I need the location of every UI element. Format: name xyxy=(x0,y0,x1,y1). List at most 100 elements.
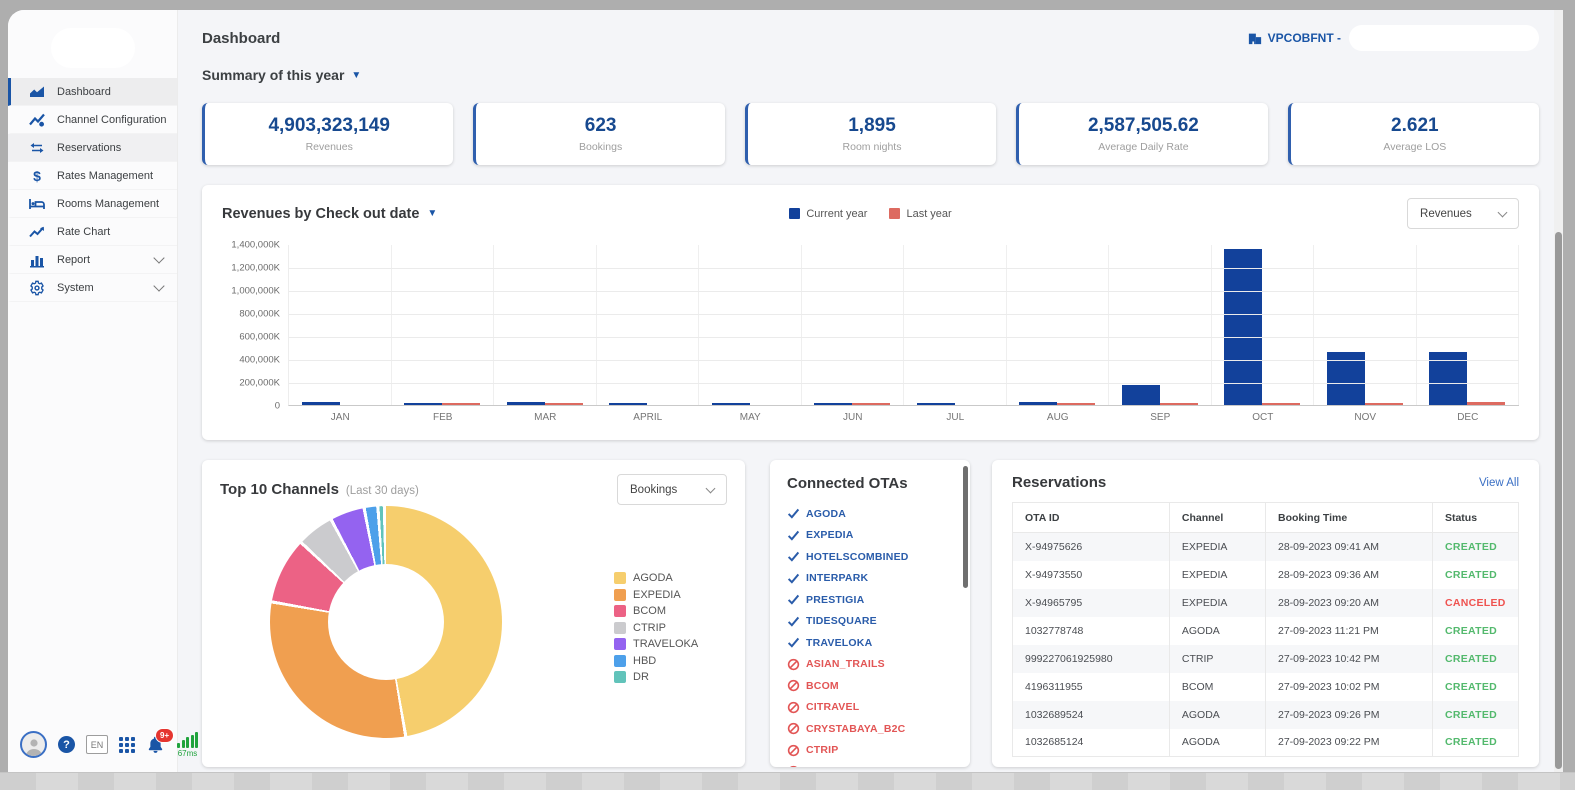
channels-donut-chart xyxy=(270,506,502,738)
summary-stats: 4,903,323,149 Revenues 623 Bookings 1,895 Roo… xyxy=(202,103,1540,165)
page-scrollbar-thumb[interactable] xyxy=(1555,232,1562,769)
ota-item-prestigia: PRESTIGIA xyxy=(787,589,962,611)
view-all-link[interactable]: View All xyxy=(1478,476,1519,489)
chevron-down-icon xyxy=(153,251,165,264)
ota-item-expedia: EXPEDIA xyxy=(787,525,962,547)
ota-id-link[interactable]: 1032778748 xyxy=(1012,616,1170,645)
chevron-down-icon xyxy=(153,279,165,292)
ota-id-link[interactable]: X-94975626 xyxy=(1012,532,1170,561)
current-year-bar xyxy=(404,403,443,405)
ota-id-link[interactable]: X-94965795 xyxy=(1012,588,1170,617)
current-year-bar xyxy=(506,402,545,405)
last-year-bar xyxy=(442,403,481,405)
channel-legend-item-bcom: BCOM xyxy=(614,605,698,617)
status-badge: CREATED xyxy=(1431,532,1520,561)
sidebar-item-rooms-management[interactable]: Rooms Management xyxy=(8,190,177,218)
apps-grid-icon[interactable] xyxy=(119,736,135,753)
legend-swatch xyxy=(789,208,801,219)
stat-value: 1,895 xyxy=(848,115,896,136)
page-scrollbar[interactable] xyxy=(1554,10,1563,772)
legend-swatch xyxy=(614,638,626,650)
last-year-bar xyxy=(1159,403,1198,405)
last-year-bar xyxy=(1364,403,1403,405)
status-badge: CREATED xyxy=(1431,644,1520,673)
property-selector[interactable]: VPCOBFNT - xyxy=(1248,25,1539,51)
gridline xyxy=(289,291,1519,292)
os-taskbar xyxy=(0,772,1575,790)
user-avatar[interactable] xyxy=(20,731,47,758)
last-year-bar xyxy=(1262,403,1301,405)
table-row: 4196311955 BCOM 27-09-2023 10:02 PM CREATED xyxy=(1012,672,1520,701)
notification-badge: 9+ xyxy=(155,727,175,743)
sidebar-item-rates-management[interactable]: $ Rates Management xyxy=(8,162,177,190)
bars-group xyxy=(1019,402,1096,405)
ota-id-link[interactable]: 4196311955 xyxy=(1012,672,1170,701)
ota-item-bcom: BCOM xyxy=(787,675,962,697)
ota-item-partial xyxy=(787,761,962,767)
legend-swatch xyxy=(614,588,626,601)
revenue-chart-title-group[interactable]: Revenues by Check out date ▼ xyxy=(222,206,789,222)
booking-time-cell: 28-09-2023 09:20 AM xyxy=(1264,588,1433,617)
month-column-feb xyxy=(392,245,494,405)
otas-scrollbar-thumb[interactable] xyxy=(963,466,968,588)
ota-id-link[interactable]: 999227061925980 xyxy=(1012,644,1170,673)
app-logo xyxy=(50,28,135,68)
system-icon xyxy=(28,279,45,296)
booking-time-cell: 27-09-2023 11:21 PM xyxy=(1264,616,1433,645)
sidebar-item-reservations[interactable]: Reservations xyxy=(8,134,177,162)
blocked-icon xyxy=(787,744,800,757)
chevron-down-icon xyxy=(1497,207,1508,217)
legend-label: Last year xyxy=(906,207,952,220)
ota-item-hotelscombined: HOTELSCOMBINED xyxy=(787,546,962,568)
ota-name: CITRAVEL xyxy=(806,701,860,714)
sidebar-item-rate-chart[interactable]: Rate Chart xyxy=(8,218,177,246)
booking-time-cell: 28-09-2023 09:41 AM xyxy=(1264,532,1433,561)
month-column-oct xyxy=(1212,245,1314,405)
sidebar-item-report[interactable]: Report xyxy=(8,246,177,274)
ota-id-link[interactable]: 1032685124 xyxy=(1012,728,1170,757)
last-year-bar xyxy=(852,403,891,405)
ota-id-link[interactable]: X-94973550 xyxy=(1012,560,1170,589)
top-channels-subtitle: (Last 30 days) xyxy=(345,485,419,497)
reservations-table: OTA ID Channel Booking Time Status X-949756… xyxy=(1012,502,1520,757)
channel-configuration-icon xyxy=(28,111,45,128)
check-icon xyxy=(787,572,800,585)
current-year-bar xyxy=(1224,249,1263,405)
notifications-bell[interactable]: 9+ xyxy=(146,727,175,755)
stat-card-revenues: 4,903,323,149 Revenues xyxy=(202,103,454,165)
ota-name: AGODA xyxy=(806,507,847,520)
last-year-bar xyxy=(544,403,583,405)
ota-id-link[interactable]: 1032689524 xyxy=(1012,700,1170,729)
language-selector[interactable]: EN xyxy=(86,735,108,754)
stat-label: Average Daily Rate xyxy=(1098,141,1189,153)
month-column-nov xyxy=(1314,245,1417,405)
channel-legend-item-dr: DR xyxy=(614,671,698,683)
revenue-chart-legend: Current year Last year xyxy=(789,207,952,220)
stat-card-bookings: 623 Bookings xyxy=(473,103,725,165)
channel-cell: EXPEDIA xyxy=(1168,560,1266,589)
ota-item-asian_trails: ASIAN_TRAILS xyxy=(787,654,962,676)
legend-swatch xyxy=(889,208,901,219)
help-icon[interactable]: ? xyxy=(58,736,75,753)
x-tick-label: OCT xyxy=(1252,412,1274,423)
sidebar-item-dashboard[interactable]: Dashboard xyxy=(8,78,177,106)
page-title: Dashboard xyxy=(202,29,281,47)
revenue-plot xyxy=(288,245,1519,406)
legend-label: TRAVELOKA xyxy=(633,638,699,650)
rooms-management-icon xyxy=(28,195,45,212)
x-tick-label: MAR xyxy=(534,412,557,423)
ota-name: INTERPARK xyxy=(806,572,869,585)
sidebar-item-label: System xyxy=(57,281,94,294)
channels-metric-dropdown[interactable]: Bookings xyxy=(617,474,727,505)
revenue-metric-dropdown[interactable]: Revenues xyxy=(1407,198,1520,229)
ota-name: BCOM xyxy=(806,679,839,692)
ota-item-ctrip: CTRIP xyxy=(787,740,962,762)
sidebar-item-system[interactable]: System xyxy=(8,274,177,302)
sidebar-item-channel-configuration[interactable]: Channel Configuration xyxy=(8,106,177,134)
booking-time-cell: 28-09-2023 09:36 AM xyxy=(1264,560,1433,589)
building-icon xyxy=(1248,33,1261,45)
sidebar-item-label: Reservations xyxy=(57,141,122,154)
table-row: 1032778748 AGODA 27-09-2023 11:21 PM CREATE… xyxy=(1012,616,1520,645)
period-selector[interactable]: Summary of this year ▼ xyxy=(202,67,1539,83)
status-badge: CREATED xyxy=(1431,616,1520,645)
